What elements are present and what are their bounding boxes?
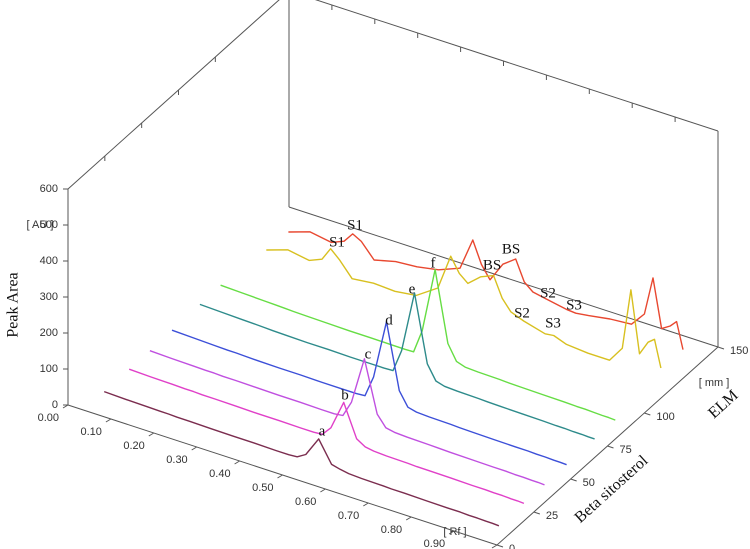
y-tick-label: 500 bbox=[40, 219, 58, 231]
x-tick bbox=[363, 502, 369, 507]
y-tick-label: 0 bbox=[52, 399, 58, 411]
x-tick bbox=[405, 516, 412, 521]
x-tick-label: 0.90 bbox=[424, 538, 445, 549]
peak-label: S2 bbox=[514, 305, 530, 321]
x-tick bbox=[320, 488, 326, 493]
peak-label: S3 bbox=[566, 297, 582, 313]
z-tick bbox=[644, 412, 651, 416]
peak-label: e bbox=[409, 281, 416, 297]
z-tick-label: 0 bbox=[509, 543, 515, 549]
x-tick-label: 0.20 bbox=[123, 440, 144, 452]
z-axis-unit: [ mm ] bbox=[699, 377, 730, 389]
x-tick-label: 0.60 bbox=[295, 496, 316, 508]
x-tick bbox=[62, 404, 69, 409]
peak-label: S1 bbox=[329, 234, 345, 250]
z-axis-title: Beta sitosterol bbox=[572, 452, 652, 527]
x-tick bbox=[148, 432, 155, 437]
y-axis-unit: [ AU ] bbox=[27, 219, 54, 231]
z-axis-title-2: ELM bbox=[705, 387, 741, 422]
z-tick-label: 50 bbox=[583, 477, 595, 489]
z-tick-label: 150 bbox=[730, 345, 748, 357]
x-axis-unit: [ Rf ] bbox=[443, 526, 466, 538]
x-tick bbox=[491, 544, 498, 549]
x-tick-label: 0.70 bbox=[338, 510, 359, 522]
y-tick-label: 400 bbox=[40, 255, 58, 267]
peak-label: f bbox=[431, 255, 436, 271]
x-tick bbox=[448, 530, 455, 535]
trace-line bbox=[171, 321, 567, 466]
y-tick-label: 100 bbox=[40, 363, 58, 375]
y-tick-label: 300 bbox=[40, 291, 58, 303]
peak-label: b bbox=[341, 387, 349, 403]
trace-line bbox=[199, 292, 595, 440]
trace-line bbox=[149, 350, 545, 486]
z-tick bbox=[496, 544, 504, 548]
z-tick-label: 100 bbox=[656, 411, 674, 423]
peak-label: S3 bbox=[545, 315, 561, 331]
trace-line bbox=[266, 248, 662, 369]
peak-label: S1 bbox=[347, 217, 363, 233]
peak-label: BS bbox=[483, 257, 501, 273]
x-tick-label: 0.50 bbox=[252, 482, 273, 494]
trace-line bbox=[220, 268, 616, 421]
peak-label: a bbox=[319, 423, 326, 439]
y-axis-title: Peak Area bbox=[5, 272, 22, 337]
peak-label: d bbox=[385, 312, 393, 328]
z-tick-label: 25 bbox=[546, 510, 558, 522]
peak-label: BS bbox=[502, 241, 520, 257]
z-tick-label: 75 bbox=[620, 444, 632, 456]
trace-line bbox=[103, 390, 500, 527]
peak-label: S2 bbox=[540, 285, 556, 301]
x-tick bbox=[277, 474, 283, 479]
x-tick-label: 0.00 bbox=[38, 412, 59, 424]
x-tick bbox=[234, 460, 240, 465]
frame-edge bbox=[288, 206, 719, 348]
y-tick-label: 600 bbox=[40, 183, 58, 195]
z-tick bbox=[533, 511, 540, 515]
z-tick bbox=[717, 346, 725, 350]
x-tick bbox=[191, 446, 197, 451]
x-tick bbox=[105, 418, 112, 423]
trace-line bbox=[288, 231, 684, 350]
z-tick bbox=[607, 445, 614, 449]
x-tick-label: 0.30 bbox=[166, 454, 187, 466]
peak-label: c bbox=[365, 346, 372, 362]
z-tick bbox=[570, 478, 577, 482]
x-tick-label: 0.40 bbox=[209, 468, 230, 480]
x-tick-label: 0.80 bbox=[381, 524, 402, 536]
x-tick-label: 0.10 bbox=[80, 426, 101, 438]
trace-line bbox=[128, 368, 525, 505]
y-tick-label: 200 bbox=[40, 327, 58, 339]
